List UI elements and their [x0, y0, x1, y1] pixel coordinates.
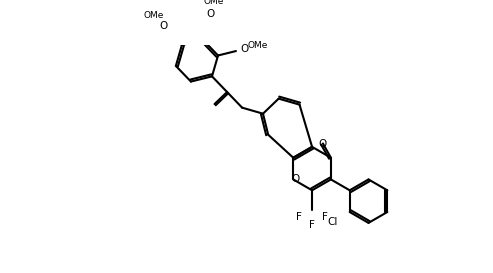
- Text: O: O: [319, 138, 327, 149]
- Text: Cl: Cl: [327, 217, 338, 227]
- Text: F: F: [309, 220, 315, 230]
- Text: OMe: OMe: [144, 11, 164, 20]
- Text: O: O: [159, 21, 168, 31]
- Text: O: O: [206, 9, 214, 19]
- Text: F: F: [296, 212, 302, 222]
- Text: F: F: [322, 212, 328, 222]
- Text: OMe: OMe: [204, 0, 224, 5]
- Text: O: O: [292, 174, 300, 185]
- Text: O: O: [240, 44, 248, 54]
- Text: OMe: OMe: [247, 41, 267, 50]
